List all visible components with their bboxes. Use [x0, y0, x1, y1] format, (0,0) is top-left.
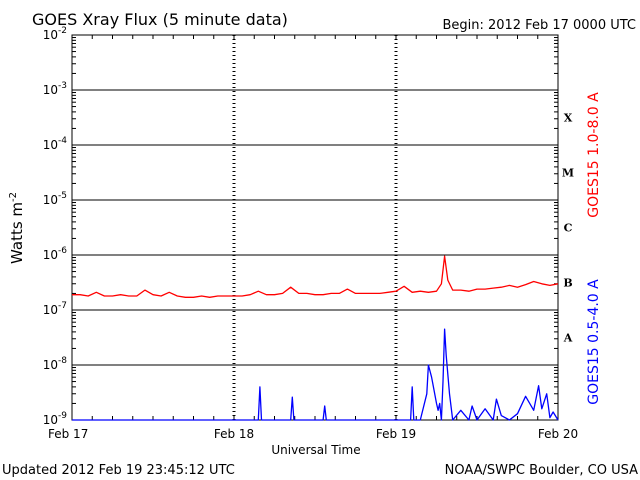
flare-class-C: C	[564, 222, 573, 235]
flare-class-A: A	[563, 332, 573, 345]
y-tick-label: 10-2	[43, 26, 67, 42]
y-tick-label: 10-8	[43, 356, 68, 372]
y-tick-label: 10-9	[43, 411, 68, 427]
updated-text: Updated 2012 Feb 19 23:45:12 UTC	[2, 463, 235, 478]
y-tick-label: 10-6	[43, 246, 68, 262]
legend-goes15-long: GOES15 1.0-8.0 A	[586, 92, 602, 218]
series-line-short	[72, 328, 559, 421]
series-lines	[72, 255, 559, 421]
x-tick-label: Feb 17	[48, 427, 88, 441]
flare-class-B: B	[563, 277, 572, 290]
source-text: NOAA/SWPC Boulder, CO USA	[445, 463, 638, 478]
axis-labels: 10-9 10-8 10-7 10-6 10-5 10-4 10-3 10-2 Feb 17 Fe…	[8, 26, 602, 441]
x-axis-label: Universal Time	[271, 443, 360, 457]
y-tick-label: 10-7	[43, 301, 67, 317]
y-tick-label: 10-5	[43, 191, 67, 207]
axes	[71, 34, 559, 421]
x-tick-label: Feb 20	[538, 427, 578, 441]
series-line-long	[72, 255, 559, 298]
x-tick-label: Feb 18	[214, 427, 254, 441]
legend-goes15-short: GOES15 0.5-4.0 A	[586, 279, 602, 405]
chart-title: GOES Xray Flux (5 minute data)	[32, 10, 288, 29]
flare-class-M: M	[562, 167, 574, 180]
x-tick-label: Feb 19	[376, 427, 416, 441]
y-tick-label: 10-3	[43, 81, 67, 97]
y-axis-label: Watts m-2	[8, 192, 26, 264]
y-tick-label: 10-4	[43, 136, 68, 152]
plot-frame	[71, 34, 559, 421]
begin-time: Begin: 2012 Feb 17 0000 UTC	[442, 18, 636, 33]
grid	[72, 35, 558, 420]
flare-class-X: X	[564, 112, 573, 125]
